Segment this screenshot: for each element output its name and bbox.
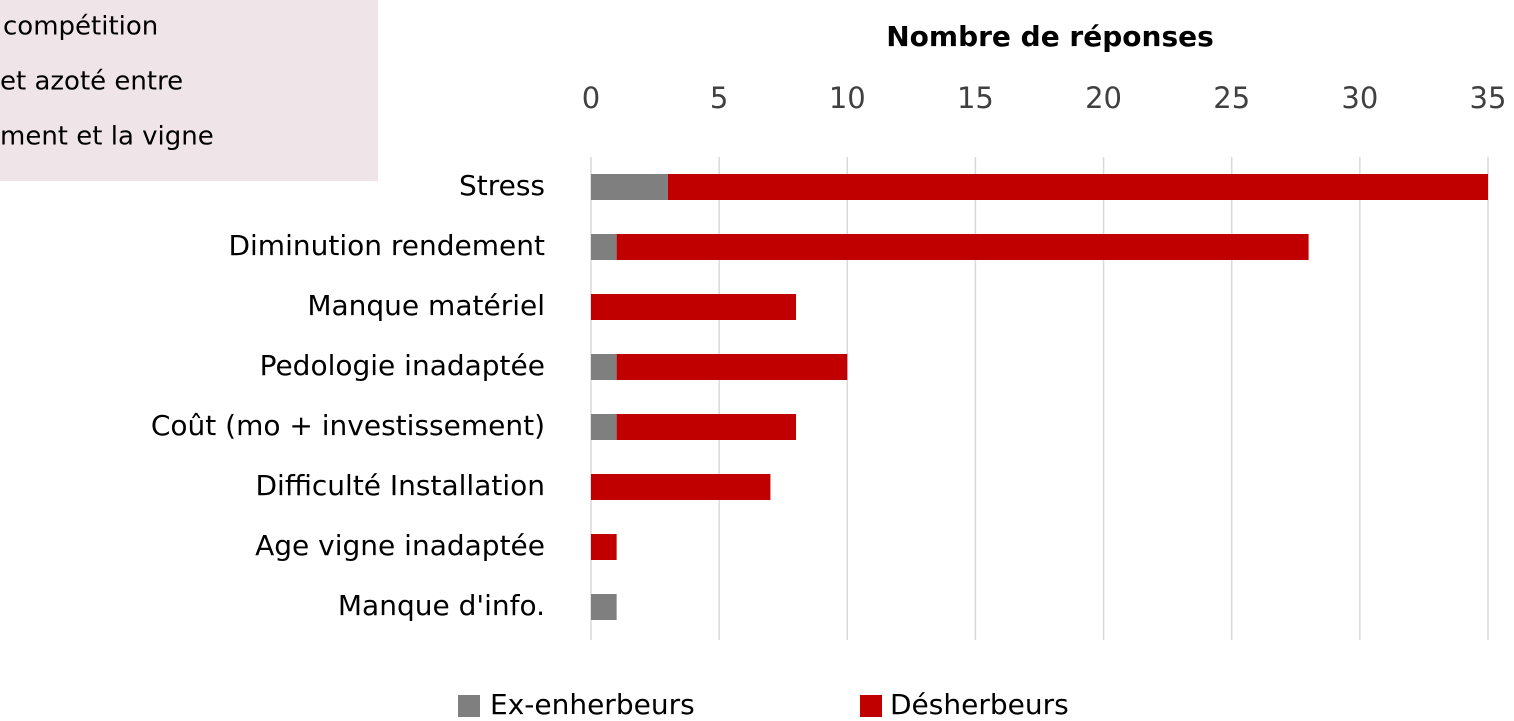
y-tick-label: Manque d'info. — [338, 589, 545, 622]
bar-segment — [591, 594, 617, 620]
x-tick-label: 20 — [1085, 81, 1122, 115]
bar-segment — [591, 234, 617, 260]
bar-segment — [591, 474, 771, 500]
bar-segment — [616, 234, 1309, 260]
annotation: et azoté entre — [0, 67, 183, 97]
y-tick-label: Manque matériel — [307, 289, 545, 322]
annotation: ment et la vigne — [0, 122, 214, 152]
x-tick-label: 35 — [1470, 81, 1507, 115]
bar-segment — [616, 414, 797, 440]
legend-swatch — [860, 695, 882, 717]
bar-segment — [591, 534, 617, 560]
legend-swatch — [458, 695, 480, 717]
annotation: compétition — [3, 12, 158, 42]
y-tick-label: Stress — [459, 169, 545, 202]
x-tick-label: 10 — [829, 81, 866, 115]
x-tick-label: 0 — [582, 81, 600, 115]
x-tick-label: 30 — [1341, 81, 1378, 115]
axis-title: Nombre de réponses — [886, 20, 1214, 53]
bar-segment — [667, 174, 1488, 200]
y-tick-label: Pedologie inadaptée — [260, 349, 545, 382]
legend-label: Désherbeurs — [890, 688, 1069, 721]
x-tick-label: 25 — [1213, 81, 1250, 115]
bar-segment — [591, 354, 617, 380]
x-tick-label: 15 — [957, 81, 994, 115]
annotation-box — [0, 0, 378, 181]
bar-segment — [616, 354, 848, 380]
x-tick-label: 5 — [710, 81, 728, 115]
legend-label: Ex-enherbeurs — [490, 688, 695, 721]
bar-segment — [591, 294, 797, 320]
y-tick-label: Coût (mo + investissement) — [151, 409, 545, 442]
y-tick-label: Age vigne inadaptée — [255, 529, 545, 562]
bar-segment — [591, 414, 617, 440]
bar-segment — [591, 174, 668, 200]
y-tick-label: Difficulté Installation — [255, 469, 545, 502]
y-tick-label: Diminution rendement — [228, 229, 545, 262]
